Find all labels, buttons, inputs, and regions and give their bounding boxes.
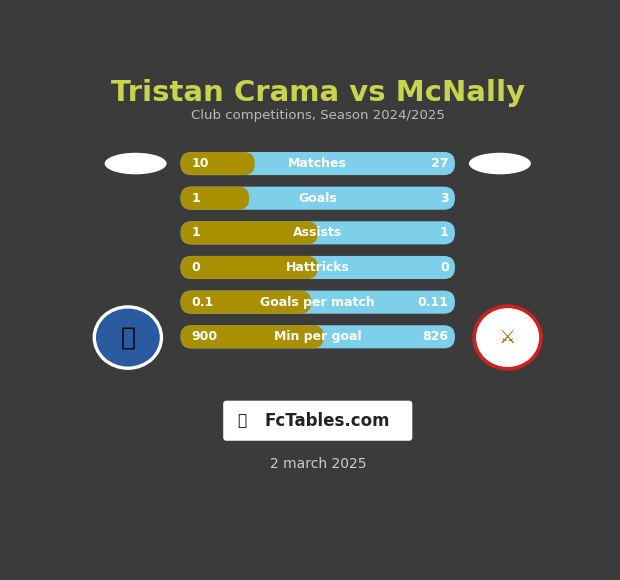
Ellipse shape: [92, 305, 163, 370]
Text: Goals: Goals: [298, 192, 337, 205]
Text: 0.11: 0.11: [418, 296, 449, 309]
FancyBboxPatch shape: [180, 291, 455, 314]
Text: 27: 27: [432, 157, 449, 170]
Ellipse shape: [475, 307, 541, 368]
Text: FcTables.com: FcTables.com: [264, 412, 390, 430]
FancyBboxPatch shape: [180, 256, 317, 279]
FancyBboxPatch shape: [180, 291, 311, 314]
Text: 900: 900: [192, 330, 218, 343]
FancyBboxPatch shape: [180, 222, 455, 244]
Text: Matches: Matches: [288, 157, 347, 170]
Text: Tristan Crama vs McNally: Tristan Crama vs McNally: [111, 79, 525, 107]
FancyBboxPatch shape: [180, 256, 455, 279]
Text: 2 march 2025: 2 march 2025: [270, 457, 366, 471]
Text: 1: 1: [192, 226, 200, 240]
Text: 1: 1: [192, 192, 200, 205]
Text: ⚔: ⚔: [499, 328, 516, 347]
Ellipse shape: [105, 153, 167, 175]
Text: Hattricks: Hattricks: [286, 261, 350, 274]
Text: Club competitions, Season 2024/2025: Club competitions, Season 2024/2025: [191, 109, 445, 122]
Ellipse shape: [95, 307, 161, 368]
Ellipse shape: [469, 153, 531, 175]
Text: Assists: Assists: [293, 226, 342, 240]
Text: 826: 826: [423, 330, 449, 343]
Text: 3: 3: [440, 192, 449, 205]
FancyBboxPatch shape: [180, 325, 455, 349]
FancyBboxPatch shape: [180, 325, 324, 349]
FancyBboxPatch shape: [180, 187, 249, 210]
Text: 0: 0: [192, 261, 200, 274]
Text: 1: 1: [440, 226, 449, 240]
FancyBboxPatch shape: [180, 187, 455, 210]
FancyBboxPatch shape: [180, 222, 317, 244]
Text: 10: 10: [192, 157, 209, 170]
Text: 📊: 📊: [237, 413, 246, 428]
Text: 🦁: 🦁: [120, 325, 135, 350]
Text: 0.1: 0.1: [192, 296, 214, 309]
Ellipse shape: [472, 304, 543, 371]
Text: Min per goal: Min per goal: [274, 330, 361, 343]
FancyBboxPatch shape: [180, 152, 255, 175]
FancyBboxPatch shape: [223, 401, 412, 441]
Text: Goals per match: Goals per match: [260, 296, 375, 309]
Text: 0: 0: [440, 261, 449, 274]
FancyBboxPatch shape: [180, 152, 455, 175]
